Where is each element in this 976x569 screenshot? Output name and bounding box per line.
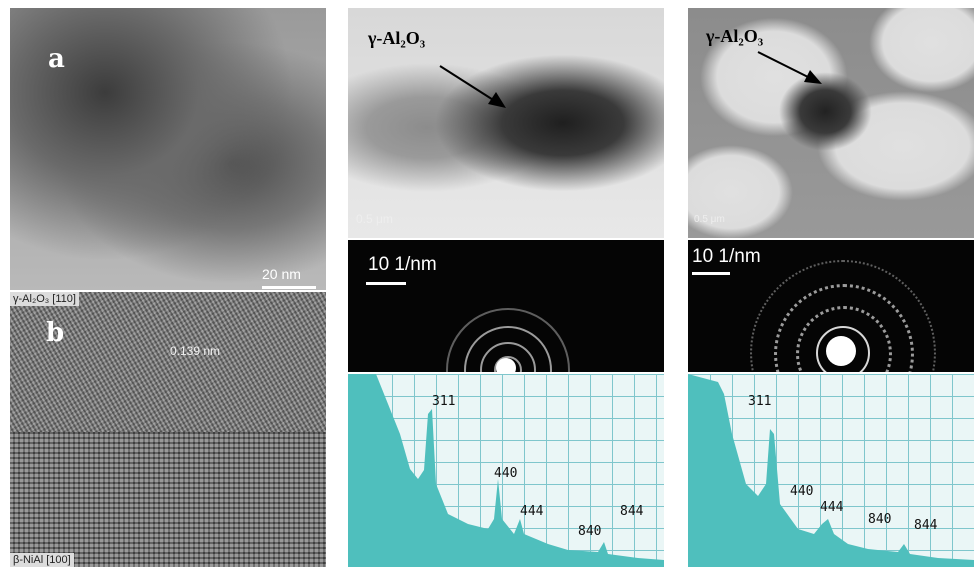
arrow-icon (757, 51, 822, 84)
peak-label-840: 840 (578, 524, 602, 539)
peak-label-840: 840 (868, 512, 892, 527)
peak-label-440: 440 (494, 466, 518, 481)
tem-image-mid: γ-Al₂O₃ 0.5 μm (348, 8, 664, 238)
peak-label-844: 844 (914, 518, 938, 533)
saed-pattern-mid: 10 1/nm (348, 240, 664, 372)
scale-label-tem-mid: 0.5 μm (356, 212, 393, 226)
phase-label-mid: γ-Al₂O₃ (368, 28, 426, 48)
xrd-pattern-right: 311 440 444 840 844 (688, 374, 974, 567)
hrtem-image-b: γ-Al₂O₃ [110] b 0.139 nm (10, 292, 326, 432)
peak-label-444: 444 (820, 500, 844, 515)
hrtem-image-interface: β-NiAl [100] (10, 432, 326, 567)
panel-letter-a: a (48, 44, 65, 74)
xrd-profile-mid (348, 374, 664, 567)
phase-tag-nial: β-NiAl [100] (10, 553, 74, 567)
xrd-profile-right (688, 374, 974, 567)
lattice-spacing-label: 0.139 nm (170, 344, 221, 358)
scale-label-a: 20 nm (262, 266, 301, 282)
central-beam (826, 336, 856, 366)
scale-label-saed-right: 10 1/nm (692, 246, 761, 267)
central-beam (496, 358, 516, 372)
arrow-icon (439, 65, 506, 108)
tem-image-a: a 20 nm (10, 8, 326, 290)
phase-label-right: γ-Al₂O₃ (706, 26, 764, 46)
scale-bar-a (262, 286, 316, 289)
peak-label-844: 844 (620, 504, 644, 519)
scale-bar-saed-right (692, 272, 730, 275)
xrd-pattern-mid: 311 440 444 840 844 (348, 374, 664, 567)
peak-label-311: 311 (748, 394, 772, 409)
scale-label-saed-mid: 10 1/nm (368, 254, 437, 275)
scale-label-tem-right: 0.5 μm (694, 214, 725, 225)
peak-label-444: 444 (520, 504, 544, 519)
tem-image-right: γ-Al₂O₃ 0.5 μm (688, 8, 974, 238)
peak-label-311: 311 (432, 394, 456, 409)
panel-letter-b: b (46, 318, 65, 348)
scale-bar-saed-mid (366, 282, 406, 285)
saed-pattern-right: 10 1/nm (688, 240, 974, 372)
peak-label-440: 440 (790, 484, 814, 499)
phase-tag-alumina: γ-Al₂O₃ [110] (10, 292, 79, 306)
